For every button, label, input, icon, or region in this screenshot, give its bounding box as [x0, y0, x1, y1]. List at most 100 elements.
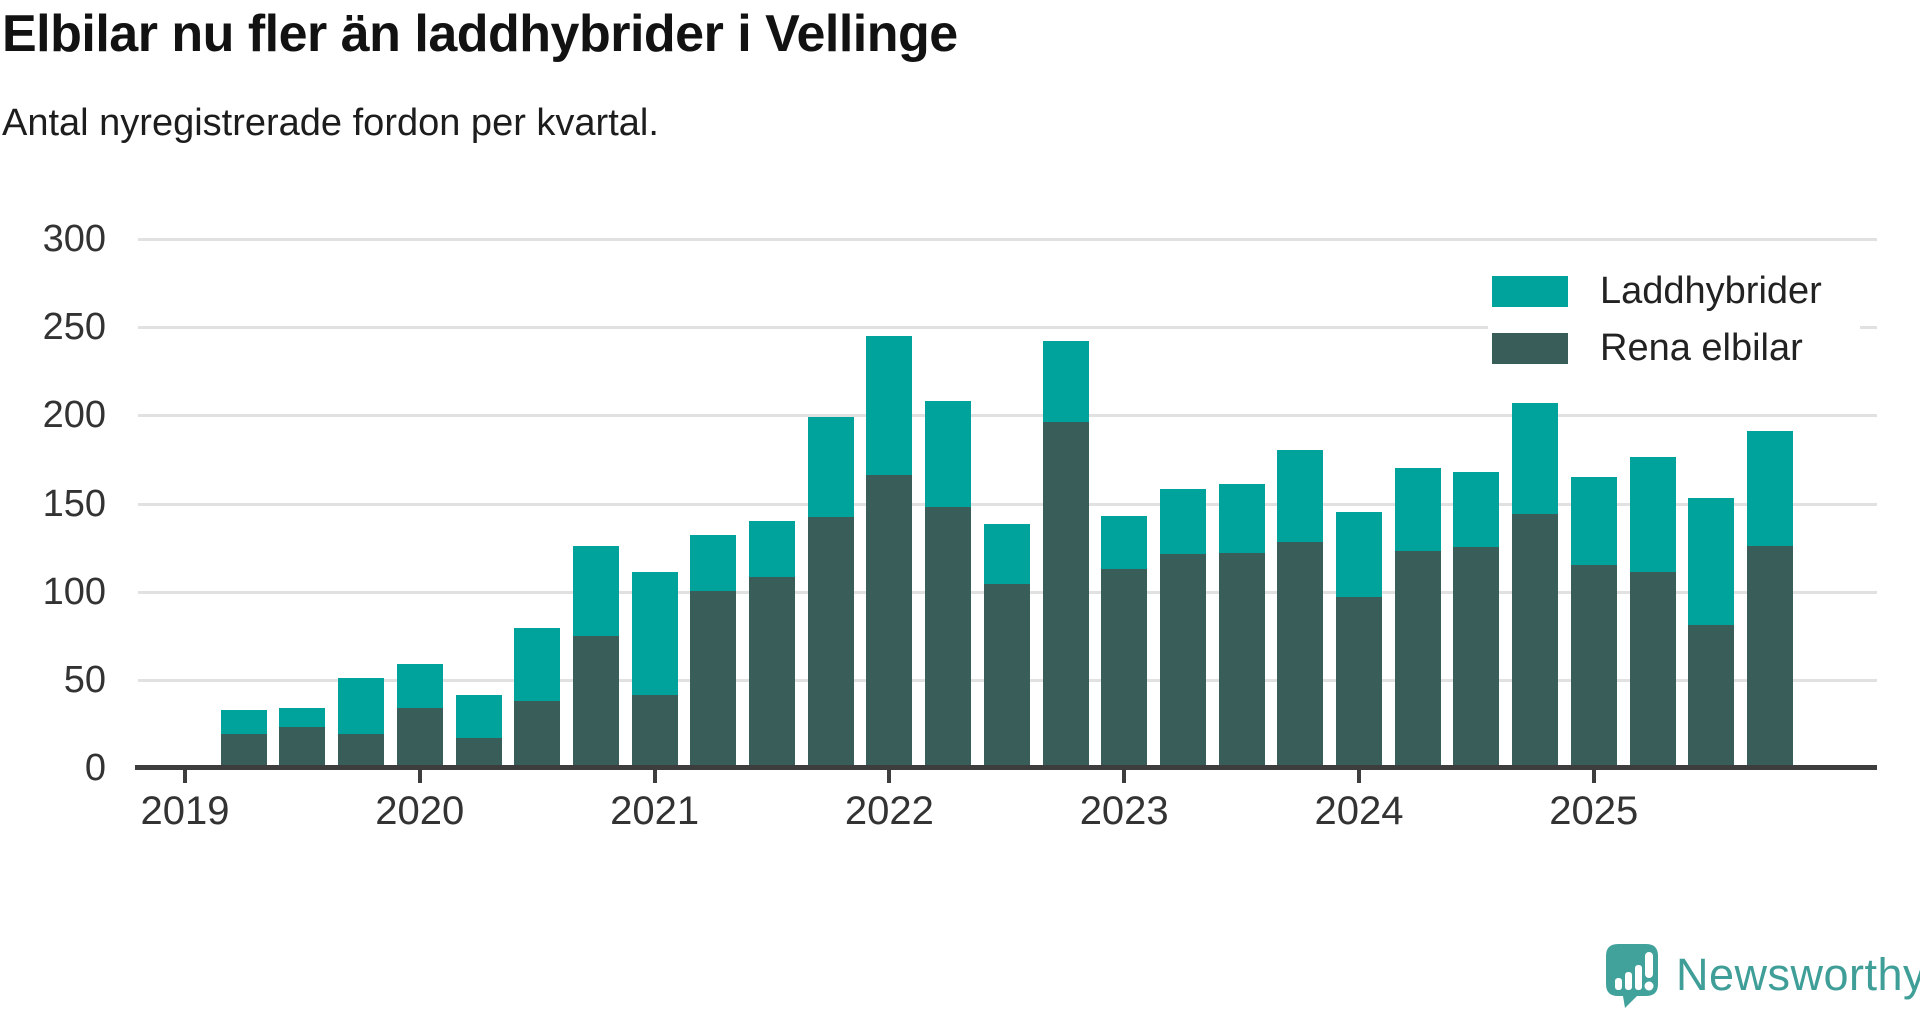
bar-segment-laddhybrider — [338, 677, 385, 735]
bar-group-2024-q1 — [1336, 512, 1382, 766]
x-tick-label-2020: 2020 — [375, 789, 465, 833]
bar-segment-rena-elbilar — [338, 734, 385, 766]
x-tick-2022 — [887, 770, 892, 783]
bar-segment-laddhybrider — [396, 663, 443, 708]
bar-segment-rena-elbilar — [1453, 547, 1500, 766]
gridline-150 — [138, 502, 1877, 506]
x-tick-2020 — [417, 770, 422, 783]
x-tick-2024 — [1357, 770, 1361, 783]
chart-title: Elbilar nu fler än laddhybrider i Vellin… — [2, 5, 958, 63]
bar-segment-rena-elbilar — [1629, 572, 1676, 766]
bar-segment-rena-elbilar — [572, 635, 619, 766]
bar-segment-rena-elbilar — [983, 584, 1030, 766]
gridline-250 — [138, 326, 1877, 330]
bar-segment-rena-elbilar — [1218, 552, 1265, 766]
bar-segment-rena-elbilar — [514, 700, 561, 766]
legend: Laddhybrider Rena elbilar — [1488, 266, 1860, 376]
bar-segment-rena-elbilar — [396, 707, 443, 766]
bar-segment-laddhybrider — [631, 572, 678, 696]
bar-group-2023-q4 — [1277, 450, 1324, 766]
bar-group-2022-q1 — [866, 335, 913, 766]
bar-segment-laddhybrider — [1159, 489, 1206, 555]
bar-segment-laddhybrider — [572, 545, 619, 636]
bar-segment-rena-elbilar — [925, 506, 972, 766]
y-tick-label-300: 300 — [42, 218, 106, 260]
gridline-200 — [138, 414, 1877, 418]
y-tick-label-250: 250 — [42, 306, 106, 349]
x-tick-2019 — [183, 770, 187, 783]
y-tick-label-0: 0 — [84, 747, 106, 789]
y-tick-label-150: 150 — [42, 482, 106, 525]
bar-group-2021-q3 — [749, 520, 795, 766]
plot-area — [138, 238, 1877, 768]
bar-group-2021-q2 — [690, 535, 737, 766]
bar-segment-laddhybrider — [1688, 497, 1735, 625]
legend-label: Rena elbilar — [1600, 327, 1803, 369]
bar-segment-rena-elbilar — [690, 591, 737, 766]
x-tick-label-2023: 2023 — [1079, 789, 1169, 833]
bar-group-2022-q3 — [983, 524, 1030, 766]
bar-group-2021-q4 — [807, 416, 854, 766]
bar-group-2020-q2 — [455, 695, 502, 766]
bar-group-2025-q1 — [1570, 476, 1617, 766]
bar-segment-laddhybrider — [1394, 468, 1441, 551]
bar-segment-rena-elbilar — [749, 577, 795, 766]
x-axis-line — [135, 765, 1877, 770]
x-tick-label-2021: 2021 — [610, 789, 700, 833]
bar-group-2022-q2 — [925, 401, 972, 766]
bar-segment-laddhybrider — [1218, 483, 1265, 553]
bar-segment-laddhybrider — [1629, 457, 1676, 573]
bar-group-2023-q1 — [1101, 515, 1148, 766]
bar-segment-rena-elbilar — [1277, 542, 1324, 766]
bar-segment-rena-elbilar — [1159, 554, 1206, 766]
bar-segment-laddhybrider — [1746, 430, 1793, 546]
bar-segment-rena-elbilar — [866, 475, 913, 766]
bar-segment-laddhybrider — [455, 695, 502, 738]
bar-segment-laddhybrider — [1453, 471, 1500, 548]
bar-segment-laddhybrider — [1277, 450, 1324, 543]
bar-group-2024-q4 — [1512, 402, 1559, 766]
bar-segment-rena-elbilar — [220, 734, 267, 766]
bar-segment-laddhybrider — [690, 535, 737, 592]
bar-segment-laddhybrider — [514, 628, 561, 701]
bar-group-2025-q2 — [1629, 457, 1676, 766]
x-tick-label-2019: 2019 — [140, 789, 230, 833]
bar-segment-rena-elbilar — [1336, 596, 1382, 766]
x-tick-2025 — [1591, 770, 1596, 783]
bar-segment-laddhybrider — [1336, 512, 1382, 597]
bar-group-2025-q4 — [1746, 430, 1793, 766]
bar-group-2019-q3 — [279, 707, 326, 766]
x-tick-label-2025: 2025 — [1549, 789, 1639, 833]
y-axis-labels: 0 50 100 150 200 250 300 — [0, 0, 106, 1010]
bar-group-2020-q1 — [396, 663, 443, 766]
bar-group-2024-q3 — [1453, 471, 1500, 766]
bar-segment-laddhybrider — [749, 520, 795, 578]
bar-segment-laddhybrider — [807, 416, 854, 518]
bar-segment-laddhybrider — [1101, 515, 1148, 569]
legend-item-laddhybrider: Laddhybrider — [1492, 270, 1860, 313]
bar-segment-rena-elbilar — [1512, 513, 1559, 766]
bar-segment-rena-elbilar — [1688, 624, 1735, 766]
bar-segment-rena-elbilar — [1746, 545, 1793, 766]
bar-group-2020-q4 — [572, 545, 619, 766]
x-tick-label-2022: 2022 — [844, 789, 934, 833]
legend-label: Laddhybrider — [1600, 270, 1822, 312]
bar-segment-rena-elbilar — [279, 727, 326, 766]
bar-segment-laddhybrider — [1042, 341, 1089, 423]
x-tick-2021 — [652, 770, 657, 783]
bar-segment-rena-elbilar — [1570, 564, 1617, 766]
bar-segment-laddhybrider — [1570, 476, 1617, 565]
bar-segment-laddhybrider — [1512, 402, 1559, 514]
bar-group-2025-q3 — [1688, 497, 1735, 766]
bar-segment-rena-elbilar — [807, 517, 854, 766]
bar-group-2019-q2 — [220, 709, 267, 766]
gridline-300 — [138, 238, 1877, 241]
legend-swatch — [1492, 333, 1568, 364]
legend-swatch — [1492, 276, 1568, 307]
bar-segment-rena-elbilar — [1101, 568, 1148, 766]
y-tick-label-50: 50 — [63, 658, 106, 701]
bar-group-2023-q2 — [1159, 489, 1206, 766]
bar-segment-laddhybrider — [866, 335, 913, 476]
bar-group-2020-q3 — [514, 628, 561, 766]
